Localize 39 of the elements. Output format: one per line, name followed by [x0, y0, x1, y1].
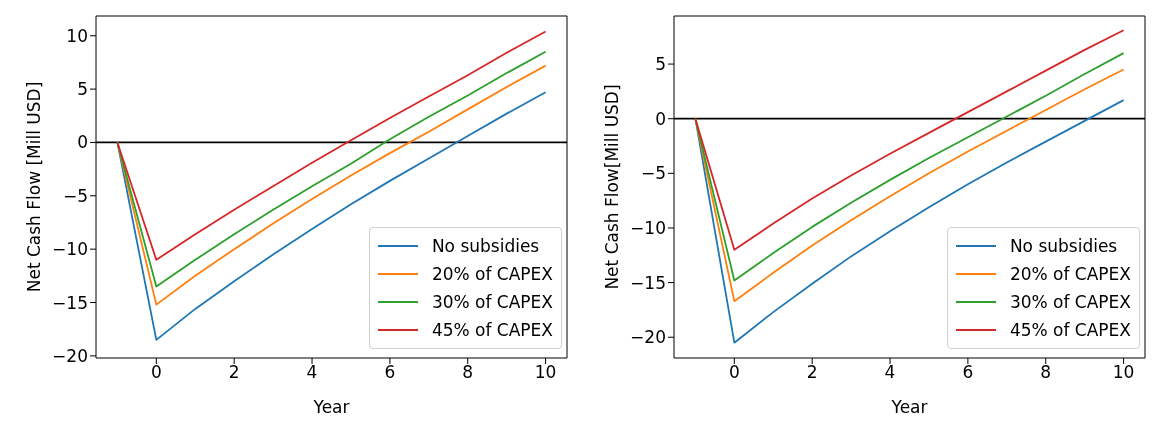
- y-tick-label: 5: [77, 79, 88, 100]
- y-tick-label: −15: [630, 272, 666, 293]
- x-tick-label: 4: [306, 362, 318, 383]
- y-tick-label: −10: [52, 239, 88, 260]
- x-tick-label: 8: [462, 362, 474, 383]
- x-tick-label: 10: [534, 362, 557, 383]
- legend-label: 30% of CAPEX: [431, 291, 553, 314]
- line-series: [694, 29, 1125, 251]
- x-axis-title: Year: [312, 397, 350, 417]
- y-tick-label: −5: [640, 163, 666, 184]
- x-tick-label: 4: [884, 362, 896, 383]
- x-tick-label: 2: [806, 362, 818, 383]
- line-series: [116, 30, 547, 261]
- legend-label: 30% of CAPEX: [1009, 291, 1131, 314]
- x-axis-title: Year: [890, 397, 928, 417]
- y-tick-label: 5: [655, 54, 666, 75]
- legend-label: 45% of CAPEX: [431, 319, 553, 342]
- legend-label: 20% of CAPEX: [431, 263, 553, 286]
- x-tick-label: 2: [228, 362, 240, 383]
- x-tick-label: 0: [150, 362, 162, 383]
- y-axis-title: Net Cash Flow[Mill USD]: [602, 84, 623, 290]
- y-tick-label: −5: [62, 185, 88, 206]
- y-tick-label: 0: [655, 108, 666, 129]
- y-tick-label: −10: [630, 218, 666, 239]
- y-tick-label: 0: [77, 132, 88, 153]
- x-tick-label: 6: [962, 362, 974, 383]
- y-tick-label: −20: [630, 327, 666, 348]
- y-tick-label: 10: [66, 25, 88, 46]
- x-tick-label: 10: [1112, 362, 1135, 383]
- legend-label: 45% of CAPEX: [1009, 319, 1131, 342]
- y-tick-label: −20: [52, 345, 88, 366]
- legend-label: No subsidies: [1009, 235, 1118, 258]
- y-axis-title: Net Cash Flow [Mill USD]: [24, 81, 45, 293]
- legend-label: No subsidies: [431, 235, 540, 258]
- x-tick-label: 6: [384, 362, 396, 383]
- x-tick-label: 0: [728, 362, 740, 383]
- y-tick-label: −15: [52, 292, 88, 313]
- legend-label: 20% of CAPEX: [1009, 263, 1131, 286]
- x-tick-label: 8: [1040, 362, 1052, 383]
